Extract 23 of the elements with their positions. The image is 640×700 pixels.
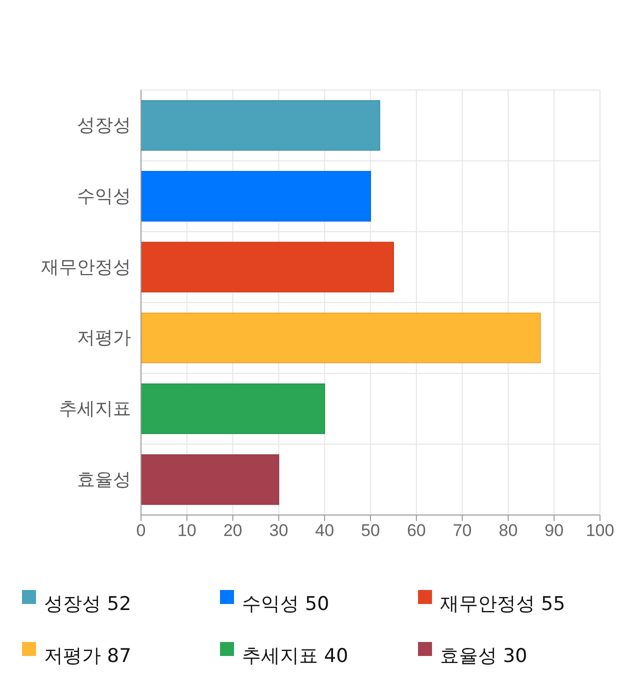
x-tick-label: 50	[361, 521, 380, 540]
legend-label: 성장성 52	[44, 593, 132, 615]
x-tick-label: 100	[586, 521, 614, 540]
legend-label: 저평가 87	[44, 645, 132, 667]
x-tick-label: 0	[136, 521, 146, 540]
y-tick-label: 재무안정성	[41, 256, 131, 277]
x-tick-label: 20	[223, 521, 242, 540]
y-tick-label: 저평가	[77, 328, 131, 348]
x-tick-label: 40	[315, 521, 334, 540]
legend-label: 추세지표 40	[242, 645, 348, 667]
x-tick-label: 90	[544, 521, 564, 540]
x-tick-label: 30	[269, 521, 288, 540]
legend-label: 수익성 50	[242, 593, 330, 615]
x-tick-label: 10	[177, 521, 196, 540]
legend-label: 효율성 30	[440, 645, 528, 667]
legend-label: 재무안정성 55	[440, 593, 566, 615]
y-tick-label: 수익성	[77, 186, 131, 206]
x-tick-label: 60	[406, 521, 426, 540]
x-tick-label: 70	[452, 521, 472, 540]
y-tick-label: 효율성	[77, 469, 131, 490]
y-tick-label: 추세지표	[59, 398, 131, 419]
x-tick-label: 80	[498, 521, 518, 540]
y-tick-label: 성장성	[77, 115, 131, 136]
